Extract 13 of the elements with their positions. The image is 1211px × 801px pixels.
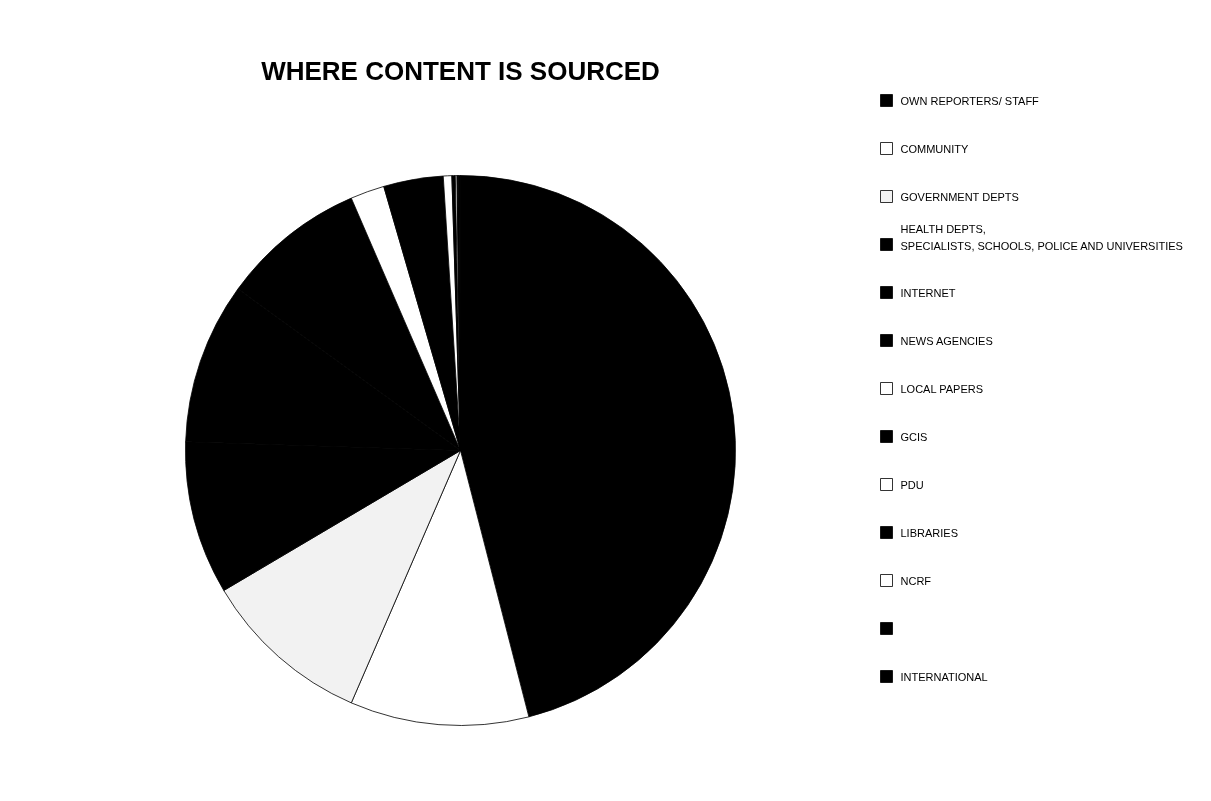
- legend-label: HEALTH DEPTS, SPECIALISTS, SCHOOLS, POLICE AND UNIVERSITIES: [900, 223, 1183, 252]
- legend-label: LOCAL PAPERS: [900, 382, 984, 395]
- legend-label: LIBRARIES: [900, 526, 958, 539]
- legend-label: INTERNATIONAL: [900, 670, 988, 683]
- legend-label: PDU: [900, 478, 924, 491]
- legend-label: GCIS: [900, 430, 928, 443]
- legend-label: NEWS AGENCIES: [900, 334, 993, 347]
- chart-title: WHERE CONTENT IS SOURCED: [261, 55, 660, 86]
- legend-label: NCRF: [900, 574, 932, 587]
- legend-label: COMMUNITY: [900, 142, 969, 155]
- legend-label: GOVERNMENT DEPTS: [900, 190, 1019, 203]
- legend-label: OWN REPORTERS/ STAFF: [900, 94, 1040, 107]
- legend-label: INTERNET: [900, 286, 956, 299]
